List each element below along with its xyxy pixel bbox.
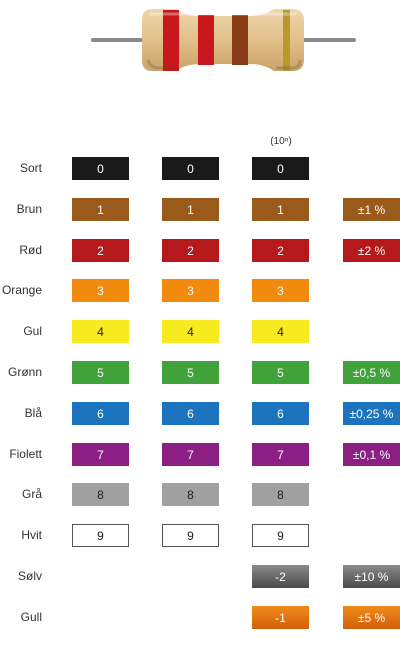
row-label: Hvit [21, 528, 42, 542]
digit1-chip: 0 [72, 157, 129, 180]
digit1-chip: 2 [72, 239, 129, 262]
digit2-chip: 3 [162, 279, 219, 302]
digit1-chip: 7 [72, 443, 129, 466]
digit2-chip: 0 [162, 157, 219, 180]
resistor-band-1 [163, 10, 179, 71]
resistor-band-2 [198, 15, 214, 65]
tolerance-chip: ±1 % [343, 198, 400, 221]
row-label: Blå [24, 406, 42, 420]
row-label: Brun [16, 202, 42, 216]
row-label: Fiolett [9, 447, 42, 461]
multiplier-chip: 0 [252, 157, 309, 180]
digit2-chip: 9 [162, 524, 219, 547]
digit2-chip: 5 [162, 361, 219, 384]
multiplier-chip: 5 [252, 361, 309, 384]
tolerance-chip: ±5 % [343, 606, 400, 629]
exponent-header: (10ⁿ) [270, 136, 292, 147]
row-label: Sølv [18, 569, 42, 583]
multiplier-chip: 4 [252, 320, 309, 343]
resistor-band-4 [283, 10, 290, 71]
digit1-chip: 1 [72, 198, 129, 221]
digit1-chip: 5 [72, 361, 129, 384]
multiplier-chip: 1 [252, 198, 309, 221]
multiplier-chip: -2 [252, 565, 309, 588]
digit2-chip: 4 [162, 320, 219, 343]
resistor-shadow [146, 59, 302, 70]
digit2-chip: 6 [162, 402, 219, 425]
row-label: Gull [20, 610, 42, 624]
digit1-chip: 6 [72, 402, 129, 425]
multiplier-chip: 6 [252, 402, 309, 425]
multiplier-chip: 3 [252, 279, 309, 302]
multiplier-chip: 7 [252, 443, 309, 466]
resistor-illustration [91, 9, 356, 71]
multiplier-chip: 2 [252, 239, 309, 262]
tolerance-chip: ±0,1 % [343, 443, 400, 466]
row-label: Sort [19, 161, 42, 175]
digit2-chip: 2 [162, 239, 219, 262]
digit1-chip: 9 [72, 524, 129, 547]
digit2-chip: 8 [162, 483, 219, 506]
row-label: Gul [23, 324, 42, 338]
resistor-band-3 [232, 15, 248, 65]
row-label: Grønn [7, 365, 42, 379]
row-label: Orange [1, 283, 42, 297]
tolerance-chip: ±2 % [343, 239, 400, 262]
resistor-body [142, 9, 304, 71]
multiplier-chip: 9 [252, 524, 309, 547]
digit1-chip: 3 [72, 279, 129, 302]
tolerance-chip: ±0,25 % [343, 402, 400, 425]
multiplier-chip: 8 [252, 483, 309, 506]
digit1-chip: 8 [72, 483, 129, 506]
row-label: Grå [21, 487, 42, 501]
digit2-chip: 7 [162, 443, 219, 466]
multiplier-chip: -1 [252, 606, 309, 629]
tolerance-chip: ±0,5 % [343, 361, 400, 384]
digit2-chip: 1 [162, 198, 219, 221]
digit1-chip: 4 [72, 320, 129, 343]
tolerance-chip: ±10 % [343, 565, 400, 588]
row-label: Rød [19, 243, 42, 257]
